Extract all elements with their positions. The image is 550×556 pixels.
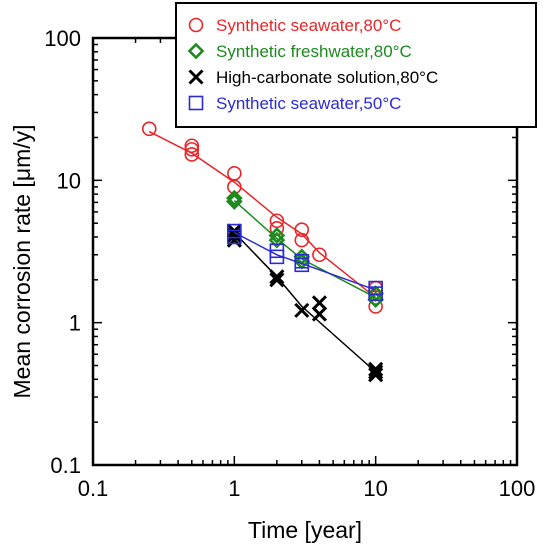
data-point xyxy=(269,269,285,285)
data-point xyxy=(367,291,385,309)
legend-marker xyxy=(187,42,205,60)
legend-label: Synthetic seawater,80°C xyxy=(216,16,401,35)
legend-item-4: Synthetic seawater,50°C xyxy=(188,94,401,113)
legend-box xyxy=(175,2,537,128)
data-point xyxy=(141,121,157,137)
y-axis-label: Mean corrosion rate [μm/y] xyxy=(9,124,35,398)
series-1 xyxy=(141,121,383,314)
x-tick-label: 100 xyxy=(499,476,536,501)
data-point xyxy=(312,247,327,263)
data-point xyxy=(227,229,242,245)
x-tick-label: 10 xyxy=(363,476,387,501)
legend-item-3: High-carbonate solution,80°C xyxy=(188,68,438,87)
x-axis-label: Time [year] xyxy=(248,517,362,543)
data-point xyxy=(225,193,243,210)
legend-item-1: Synthetic seawater,80°C xyxy=(188,16,401,35)
legend-marker xyxy=(188,69,204,85)
data-point xyxy=(294,222,310,237)
data-point xyxy=(184,147,200,162)
data-point xyxy=(184,142,200,157)
legend-item-2: Synthetic freshwater,80°C xyxy=(187,42,412,61)
y-tick-label: 10 xyxy=(57,168,81,193)
series-fit-line xyxy=(148,130,377,299)
data-point xyxy=(226,232,242,248)
series-3 xyxy=(226,223,384,383)
x-tick-label: 1 xyxy=(228,476,240,501)
legend-label: Synthetic freshwater,80°C xyxy=(216,42,412,61)
data-point xyxy=(184,138,200,154)
data-point xyxy=(268,231,286,249)
data-point xyxy=(294,257,310,273)
series-layer xyxy=(141,121,385,383)
legend-items: Synthetic seawater,80°C Synthetic freshwa… xyxy=(187,16,438,113)
legend-label: High-carbonate solution,80°C xyxy=(216,68,438,87)
data-point xyxy=(368,364,384,380)
legend-label: Synthetic seawater,50°C xyxy=(216,94,401,113)
x-tick-label: 0.1 xyxy=(78,476,109,501)
data-point xyxy=(311,306,327,322)
legend-marker xyxy=(188,95,204,111)
series-fit-line xyxy=(233,231,377,373)
data-point xyxy=(269,249,285,265)
ticks-layer: 0.1 1 10 100 0.1 1 10 100 xyxy=(44,26,535,501)
data-point xyxy=(269,272,285,288)
y-tick-label: 0.1 xyxy=(50,453,81,478)
legend: Synthetic seawater,80°C Synthetic freshwa… xyxy=(175,2,537,128)
series-fit-line xyxy=(233,200,377,299)
data-point xyxy=(225,189,243,207)
y-tick-label: 100 xyxy=(44,26,81,51)
data-point xyxy=(311,295,327,311)
y-tick-label: 1 xyxy=(69,311,81,336)
data-point xyxy=(294,302,310,318)
data-point xyxy=(368,286,383,301)
data-point xyxy=(368,361,384,377)
legend-marker xyxy=(188,17,204,33)
series-4 xyxy=(227,223,383,301)
data-point xyxy=(268,227,286,244)
data-point xyxy=(294,232,310,248)
data-point xyxy=(368,367,384,383)
series-fit-line xyxy=(233,231,376,291)
data-point xyxy=(227,166,242,181)
